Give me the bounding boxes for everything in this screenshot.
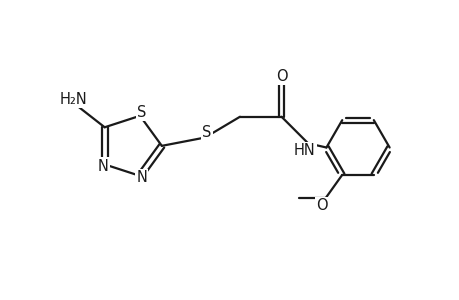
Text: S: S xyxy=(202,125,211,140)
Text: H₂N: H₂N xyxy=(60,92,88,106)
Text: HN: HN xyxy=(293,143,315,158)
Text: N: N xyxy=(136,170,147,185)
Text: O: O xyxy=(316,198,327,213)
Text: O: O xyxy=(275,68,287,83)
Text: S: S xyxy=(137,105,146,120)
Text: N: N xyxy=(97,159,108,174)
